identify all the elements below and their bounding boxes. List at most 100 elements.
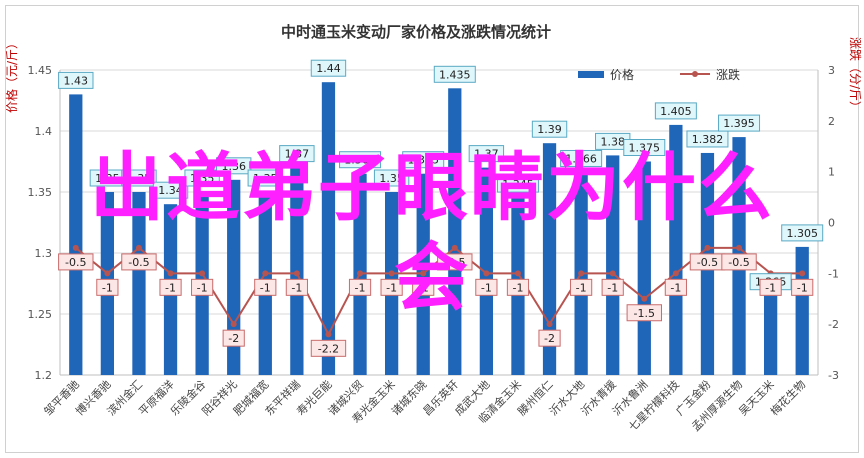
change-data-label: -1 [260,281,271,294]
change-data-label: -0.5 [728,256,749,269]
price-data-labels: 1.43 1.35 1.35 1.34 1.35 1.36 1.35 1.37 1.44 1.36… [58,59,824,291]
left-tick-label: 1.4 [35,125,53,138]
change-data-label: -1 [670,281,681,294]
change-data-label: -1 [197,281,208,294]
change-point [736,244,743,251]
change-label-box [222,329,245,347]
price-data-label: 1.44 [316,62,341,75]
legend-bar-swatch [578,71,604,78]
price-label-box [339,151,382,169]
change-label-box [759,278,782,296]
left-axis-ticks: 1.2 1.25 1.3 1.35 1.4 1.45 [28,64,53,382]
change-label-box [412,278,435,296]
change-point [325,331,332,338]
change-point [135,244,142,251]
change-point [672,270,679,277]
price-bar [448,88,462,376]
change-data-label: -0.5 [697,256,718,269]
price-data-label: 1.35 [190,172,215,185]
legend-line-marker [692,71,698,77]
change-data-label: -1 [481,281,492,294]
left-tick-label: 1.2 [35,369,53,382]
change-point [199,270,206,277]
change-point [388,270,395,277]
price-label-box [58,71,94,89]
change-label-box [159,278,182,296]
change-label-box [570,278,593,296]
change-label-box [96,278,119,296]
change-data-label: -1 [355,281,366,294]
left-tick-label: 1.45 [28,64,53,77]
change-point [104,270,111,277]
change-data-label: -1 [607,281,618,294]
price-label-box [121,169,157,187]
change-point [578,270,585,277]
price-label-box [496,175,539,193]
change-data-label: -2 [544,332,555,345]
price-data-label: 1.38 [600,135,625,148]
left-tick-label: 1.35 [28,186,53,199]
price-label-box [433,65,476,83]
change-point [641,295,648,302]
change-label-box [380,278,403,296]
price-label-box [184,169,220,187]
change-point [293,270,300,277]
change-label-box [538,329,561,347]
change-point [357,270,364,277]
x-axis-category-labels: 邹平香驰博兴香驰滨州金汇平原福洋乐陵金谷阳谷祥光肥城福宽东平祥瑞寿光巨能诸城兴贸… [41,377,808,434]
change-point [514,270,521,277]
chart-title: 中时通玉米变动厂家价格及涨跌情况统计 [281,23,551,41]
change-data-label: -1 [418,281,429,294]
change-data-label: -2.2 [318,342,339,355]
price-data-label: 1.35 [95,172,120,185]
price-data-label: 1.365 [344,154,376,167]
price-label-box [623,139,666,156]
price-label-box [781,224,824,242]
left-axis-label: 价格（元/斤） [4,37,19,113]
price-label-box [560,149,603,167]
change-point [72,244,79,251]
legend-line-label: 涨跌 [716,67,740,82]
price-data-label: 1.34 [158,184,183,197]
change-label-box [254,278,277,296]
change-label-box [310,339,347,357]
price-bar [321,82,336,375]
price-bar [795,246,809,375]
price-data-label: 1.39 [537,123,562,136]
price-data-label: 1.37 [474,148,499,161]
change-point [262,270,269,277]
change-data-label: -1 [765,281,776,294]
chart-frame [5,5,859,453]
price-bar [763,295,778,375]
x-category-label: 梅花生物 [767,377,808,418]
right-tick-label: 0 [828,217,835,230]
price-label-box [152,181,189,199]
price-data-label: 1.35 [127,172,152,185]
change-data-label: -1 [797,281,808,294]
change-data-labels: -0.5 -1 -0.5 -1 -1 -2 -1 -1 -2.2 -1 -1 -1 -0.5 -1 -1 -2… [58,253,814,357]
price-data-label: 1.405 [660,105,692,118]
change-point [609,270,616,277]
change-point [546,321,553,328]
change-data-label: -1 [291,281,302,294]
change-label-box [791,278,814,296]
right-tick-label: 3 [828,64,835,77]
price-bar [132,192,146,375]
change-data-label: -1 [576,281,587,294]
change-label-box [191,278,214,296]
price-bar [669,124,683,376]
change-label-box [664,278,687,296]
right-axis-ticks: -3 -2 -1 0 1 2 3 [828,64,839,382]
change-point [230,321,237,328]
price-label-box [468,145,505,163]
price-label-box [718,114,761,132]
price-bar [637,161,651,375]
change-label-box [721,253,757,271]
right-tick-label: 1 [828,166,835,179]
left-tick-label: 1.3 [35,247,53,260]
price-label-box [654,102,697,120]
price-label-box [247,169,283,187]
change-point [483,270,490,277]
change-data-label: -1 [102,281,113,294]
